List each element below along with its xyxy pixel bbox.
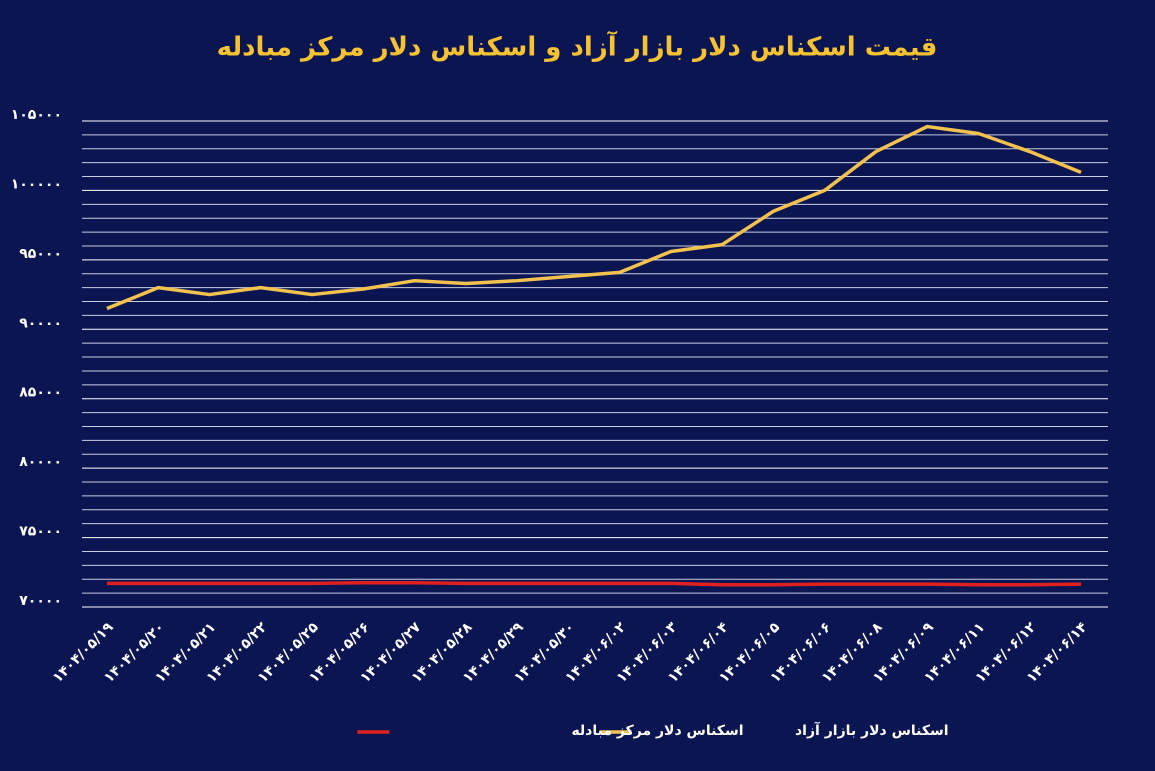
y-tick-label: ۷۵۰۰۰ [19,524,62,540]
y-tick-label: ۷۰۰۰۰ [19,593,62,609]
y-tick-label: ۱۰۵۰۰۰ [11,107,62,123]
y-tick-label: ۸۰۰۰۰ [19,454,62,470]
y-tick-label: ۸۵۰۰۰ [19,385,62,401]
y-tick-label: ۹۰۰۰۰ [19,315,62,331]
series-line [106,124,1082,311]
y-tick-label: ۹۵۰۰۰ [19,246,62,262]
chart-title: قیمت اسکناس دلار بازار آزاد و اسکناس دلا… [217,31,938,63]
legend-label: اسکناس دلار بازار آزاد [795,721,949,739]
y-tick-label: ۱۰۰۰۰۰ [11,176,62,192]
series-line [107,580,1082,587]
legend-label: اسکناس دلار مرکز مبادله [571,723,743,739]
